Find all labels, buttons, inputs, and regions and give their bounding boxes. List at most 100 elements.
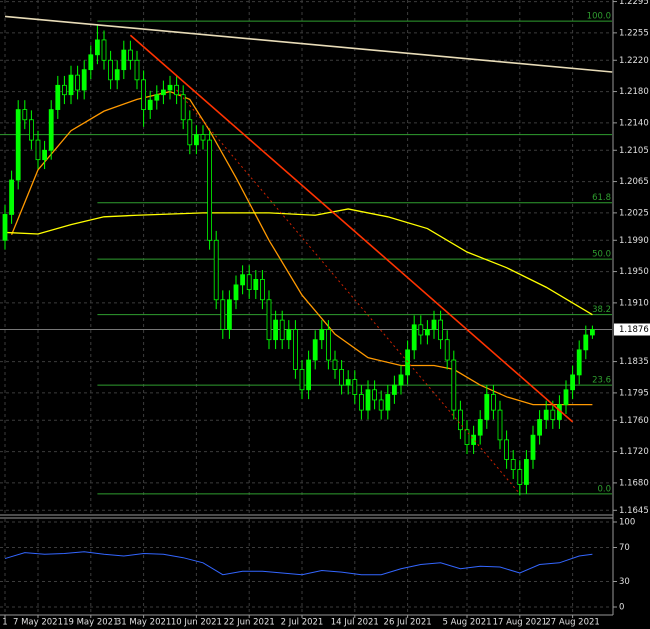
candle-body <box>510 459 516 471</box>
candle-body <box>292 329 298 370</box>
x-tick-label: 7 May 2021 <box>13 618 63 628</box>
trendline <box>176 89 521 495</box>
candle-body <box>253 279 259 290</box>
candle-body <box>352 379 358 395</box>
candle-body <box>524 459 529 485</box>
candle-body <box>127 49 133 61</box>
candle-body <box>35 139 41 161</box>
candle-body <box>88 54 94 71</box>
candle-body <box>306 359 312 391</box>
rsi-tick-label: 70 <box>619 543 630 553</box>
x-tick-label: 10 Jun 2021 <box>171 618 222 628</box>
candle-body <box>187 119 193 146</box>
candle-body <box>543 409 549 420</box>
candle-body <box>101 39 107 61</box>
candle-body <box>457 409 463 431</box>
candle-body <box>517 469 523 485</box>
candle-body <box>286 329 292 341</box>
candle-body <box>444 339 450 361</box>
candle-body <box>583 334 589 351</box>
x-tick-label: 26 Jul 2021 <box>384 618 432 628</box>
candle-body <box>160 89 166 96</box>
moving-average <box>4 208 593 316</box>
x-tick-label: 14 Jul 2021 <box>331 618 379 628</box>
candle-body <box>484 394 490 420</box>
y-tick-label: 1.1720 <box>619 447 649 457</box>
y-tick-label: 1.1760 <box>619 416 649 426</box>
y-tick-label: 1.2140 <box>619 118 649 128</box>
rsi-line <box>4 551 593 576</box>
candle-body <box>550 409 556 420</box>
fibo-label: 0.0 <box>597 484 611 494</box>
x-tick-label: 19 May 2021 <box>63 618 118 628</box>
x-tick-label: 2 Jul 2021 <box>281 618 324 628</box>
candle-body <box>180 94 186 121</box>
rsi-tick-label: 0 <box>619 603 624 613</box>
candle-body <box>405 349 411 376</box>
candle-body <box>213 239 219 301</box>
x-tick-label: 5 Aug 2021 <box>442 618 491 628</box>
y-tick-label: 1.1835 <box>619 357 649 367</box>
candle-body <box>121 49 127 71</box>
candle-body <box>530 434 536 460</box>
candle-body <box>134 59 140 81</box>
candle-body <box>9 179 15 215</box>
candle-body <box>345 379 351 386</box>
candle-body <box>279 319 285 341</box>
y-tick-label: 1.1950 <box>619 267 649 277</box>
y-tick-label: 1.1645 <box>619 506 649 516</box>
candle-body <box>325 329 331 361</box>
candle-body <box>438 319 444 341</box>
candle-body <box>431 319 437 330</box>
candle-body <box>22 109 28 121</box>
candle-body <box>55 84 61 110</box>
candle-body <box>365 389 371 411</box>
candle-body <box>319 329 325 341</box>
candle-body <box>246 274 252 290</box>
candle-body <box>15 109 21 181</box>
y-tick-label: 1.2255 <box>619 28 649 38</box>
candle-body <box>451 359 457 411</box>
candle-body <box>464 429 470 445</box>
candle-body <box>200 134 206 141</box>
y-tick-label: 1.1910 <box>619 298 649 308</box>
candle-body <box>62 84 67 96</box>
x-tick-label: 17 Aug 2021 <box>493 618 547 628</box>
candle-body <box>226 299 232 330</box>
y-tick-label: 1.1795 <box>619 388 649 398</box>
y-tick-label: 1.1990 <box>619 236 649 246</box>
y-tick-label: 1.2180 <box>619 87 649 97</box>
candle-body <box>504 439 510 460</box>
candle-body <box>391 384 397 395</box>
candle-body <box>590 329 595 336</box>
trendline <box>4 15 613 73</box>
candle-body <box>358 394 364 411</box>
fibo-label: 61.8 <box>592 193 611 203</box>
candle-body <box>147 99 153 110</box>
candle-body <box>424 329 430 336</box>
fibo-label: 23.6 <box>592 376 611 386</box>
y-tick-label: 1.2025 <box>619 208 649 218</box>
x-tick-label: 22 Jun 2021 <box>224 618 275 628</box>
fibo-label: 38.2 <box>592 305 611 315</box>
candle-body <box>273 319 279 341</box>
candle-body <box>141 79 147 110</box>
y-tick-label: 1.2065 <box>619 177 649 187</box>
candle-body <box>372 389 378 401</box>
candle-body <box>299 369 305 391</box>
candle-body <box>497 409 503 441</box>
y-tick-label: 1.2295 <box>619 0 649 7</box>
candle-body <box>477 419 483 436</box>
candle-body <box>42 149 47 161</box>
candle-body <box>167 84 173 91</box>
candle-body <box>576 349 582 376</box>
candle-body <box>108 59 113 81</box>
y-tick-label: 1.2220 <box>619 56 649 66</box>
last-price-box <box>614 323 650 336</box>
candle-body <box>233 284 239 301</box>
candle-body <box>240 274 246 286</box>
y-tick-label: 1.1680 <box>619 478 649 488</box>
candle-body <box>398 374 404 386</box>
